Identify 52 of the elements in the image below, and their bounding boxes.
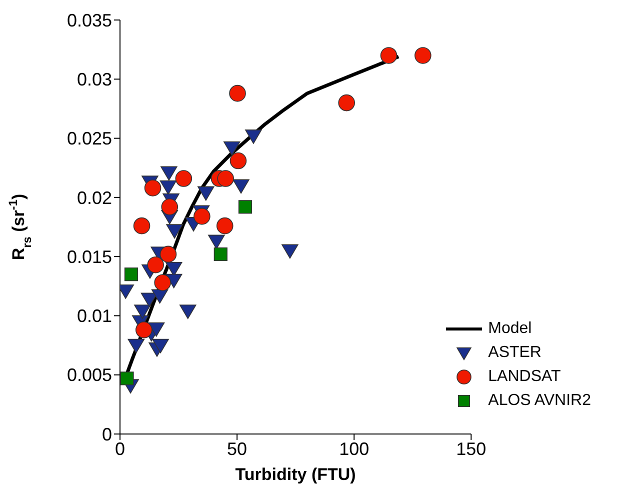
y-tick-label: 0.005 (66, 365, 112, 386)
point (414, 47, 432, 64)
point (230, 152, 247, 170)
point (198, 186, 214, 201)
point (223, 141, 240, 156)
point (214, 247, 228, 262)
point (128, 338, 145, 354)
point (154, 274, 172, 291)
point (152, 338, 169, 354)
legend-label: Model (488, 320, 532, 338)
point (216, 217, 234, 234)
legend-label: LANDSAT (488, 368, 561, 386)
point (166, 224, 183, 239)
x-tick-label: 50 (227, 438, 248, 459)
point (160, 166, 178, 181)
point (175, 170, 192, 187)
x-axis-title: Turbidity (FTU) (235, 465, 356, 484)
point (160, 246, 177, 263)
legend-label: ASTER (488, 344, 542, 362)
x-tick-label: 100 (339, 438, 370, 459)
point (161, 198, 178, 216)
point (120, 372, 134, 386)
y-tick-label: 0.035 (66, 10, 112, 30)
x-tick-label: 0 (114, 438, 126, 459)
point (124, 268, 138, 282)
point (282, 244, 298, 259)
point (151, 289, 168, 304)
point (217, 170, 234, 187)
point (147, 256, 164, 274)
point (179, 304, 196, 319)
legend-label: ALOS AVNIR2 (488, 392, 591, 410)
point (135, 322, 152, 338)
y-tick-label: 0.03 (76, 70, 112, 90)
point (380, 47, 398, 64)
x-tick-label: 150 (456, 438, 486, 459)
point (338, 94, 356, 112)
y-tick-label: 0.01 (76, 306, 112, 326)
point (144, 180, 162, 196)
y-tick-label: 0.02 (76, 188, 112, 208)
point (148, 322, 165, 337)
y-tick-label: 0.025 (66, 128, 112, 149)
point (133, 217, 150, 234)
point (232, 179, 250, 194)
point (245, 130, 262, 144)
point (238, 200, 252, 214)
y-tick-label: 0 (102, 424, 112, 444)
y-tick-label: 0.015 (66, 246, 112, 267)
point (229, 84, 246, 102)
point (208, 234, 225, 250)
point (134, 304, 151, 319)
point (160, 180, 177, 195)
point (194, 208, 210, 225)
